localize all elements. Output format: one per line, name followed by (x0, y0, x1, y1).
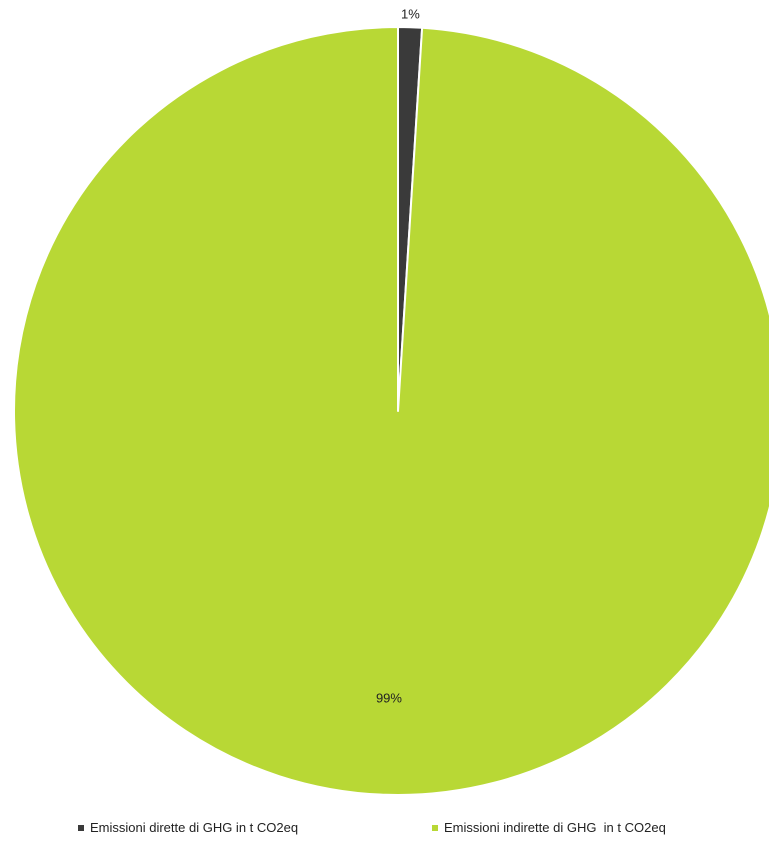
legend-label-direct: Emissioni dirette di GHG in t CO2eq (90, 820, 299, 835)
slice-indirect (13, 26, 769, 796)
legend: Emissioni dirette di GHG in t CO2eq Emis… (0, 820, 769, 838)
legend-item-indirect: Emissioni indirette di GHG in t CO2eq (432, 820, 666, 835)
legend-swatch-indirect (432, 824, 438, 831)
legend-label-indirect: Emissioni indirette di GHG in t CO2eq (444, 820, 666, 835)
legend-item-direct: Emissioni dirette di GHG in t CO2eq (78, 820, 298, 835)
data-label-direct: 1% (401, 7, 420, 22)
legend-swatch-direct (78, 824, 84, 831)
data-label-indirect: 99% (376, 690, 402, 705)
